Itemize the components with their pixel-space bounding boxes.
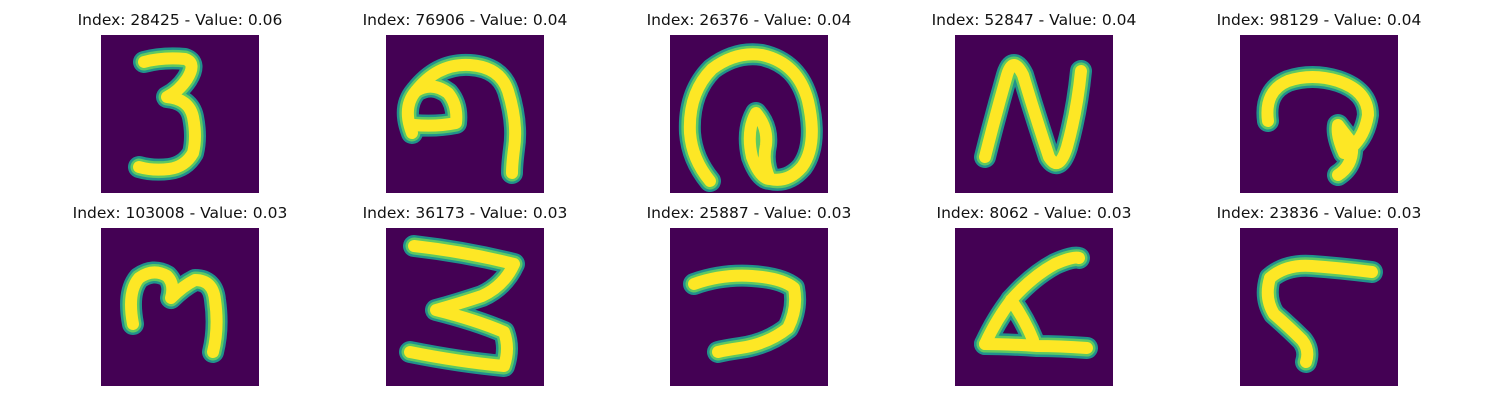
panel-title: Index: 98129 - Value: 0.04: [1216, 11, 1422, 29]
glyph-stroke: [401, 80, 463, 139]
image-panel: Index: 25887 - Value: 0.03: [619, 204, 879, 386]
panel-title: Index: 26376 - Value: 0.04: [646, 11, 852, 29]
panel-title: Index: 52847 - Value: 0.04: [931, 11, 1137, 29]
glyph-stroke: [1261, 272, 1314, 368]
hook-seven-icon: [670, 228, 828, 386]
image-panel: Index: 28425 - Value: 0.06: [50, 11, 310, 193]
glyph-stroke: [1005, 294, 1039, 346]
glyph-stroke: [1264, 259, 1378, 284]
image-panel: Index: 23836 - Value: 0.03: [1189, 204, 1449, 386]
glyph-stroke: [683, 48, 818, 187]
image-background: [955, 228, 1113, 386]
image-panel: Index: 36173 - Value: 0.03: [335, 204, 595, 386]
digit-three-icon: [101, 35, 259, 193]
curl-hook-icon: [1240, 35, 1398, 193]
panel-title: Index: 28425 - Value: 0.06: [77, 11, 283, 29]
panel-title: Index: 8062 - Value: 0.03: [936, 204, 1132, 222]
glyph-stroke: [688, 269, 802, 358]
glyph-stroke: [133, 52, 201, 176]
sideways-m-icon: [101, 228, 259, 386]
image-panel: Index: 98129 - Value: 0.04: [1189, 11, 1449, 193]
panel-title: Index: 76906 - Value: 0.04: [362, 11, 568, 29]
hook-nine-icon: [386, 35, 544, 193]
glyph-stroke: [1261, 71, 1374, 181]
at-loop-icon: [670, 35, 828, 193]
letter-n-icon: [955, 35, 1113, 193]
image-panel: Index: 103008 - Value: 0.03: [50, 204, 310, 386]
image-panel: Index: 52847 - Value: 0.04: [904, 11, 1164, 193]
glyph-stroke: [410, 58, 522, 179]
panel-title: Index: 23836 - Value: 0.03: [1216, 204, 1422, 222]
image-panel: Index: 8062 - Value: 0.03: [904, 204, 1164, 386]
panel-title: Index: 25887 - Value: 0.03: [646, 204, 852, 222]
panel-title: Index: 103008 - Value: 0.03: [72, 204, 288, 222]
bent-seven-icon: [1240, 228, 1398, 386]
panel-title: Index: 36173 - Value: 0.03: [362, 204, 568, 222]
glyph-stroke: [979, 251, 1085, 350]
zigzag-three-icon: [386, 228, 544, 386]
glyph-stroke: [979, 338, 1093, 354]
glyph-stroke: [979, 59, 1087, 169]
image-panel: Index: 26376 - Value: 0.04: [619, 11, 879, 193]
ramp-four-icon: [955, 228, 1113, 386]
glyph-stroke: [125, 266, 223, 358]
glyph-stroke: [404, 240, 520, 372]
image-panel: Index: 76906 - Value: 0.04: [335, 11, 595, 193]
